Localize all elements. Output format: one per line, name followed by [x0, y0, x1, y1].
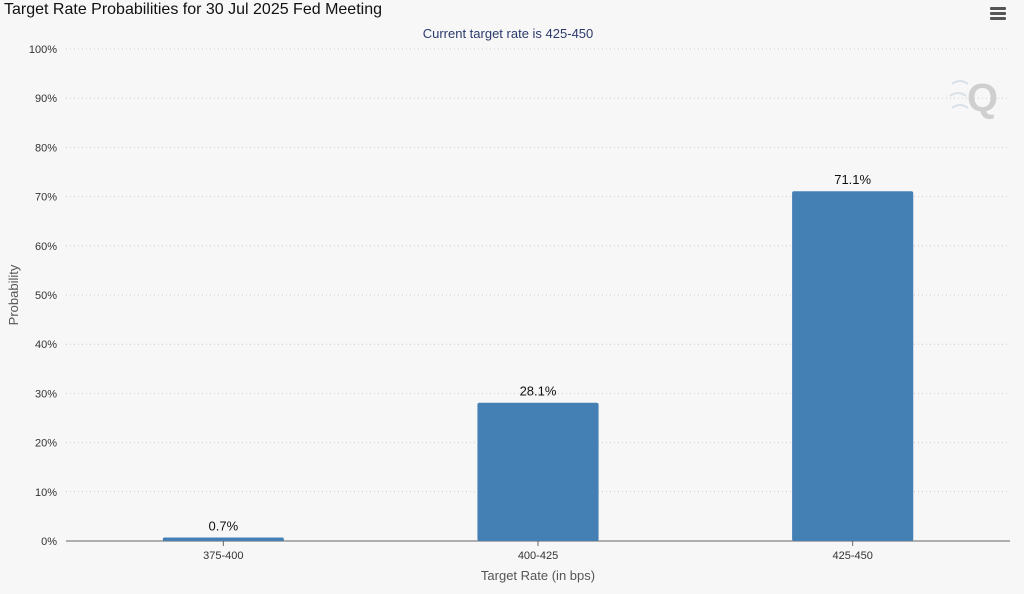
x-tick-label: 400-425: [518, 550, 558, 562]
hamburger-menu-icon[interactable]: [986, 4, 1010, 24]
x-tick-label: 375-400: [203, 550, 243, 562]
data-label: 0.7%: [209, 519, 239, 534]
data-labels: 0.7% 28.1% 71.1%: [209, 172, 872, 533]
y-tick-label: 70%: [35, 192, 57, 204]
data-label: 71.1%: [834, 172, 871, 187]
data-label: 28.1%: [520, 384, 557, 399]
y-tick-label: 40%: [35, 339, 57, 351]
y-axis-title: Probability: [6, 264, 21, 325]
bar-425-450[interactable]: [792, 191, 914, 542]
bar-375-400[interactable]: [162, 537, 284, 541]
y-tick-label: 20%: [35, 438, 57, 450]
x-tick-label: 425-450: [832, 550, 872, 562]
y-tick-label: 50%: [35, 290, 57, 302]
y-tick-label: 80%: [35, 142, 57, 154]
x-axis-title: Target Rate (in bps): [481, 568, 595, 583]
bars: [162, 191, 914, 542]
y-tick-label: 60%: [35, 241, 57, 253]
x-axis-ticks: 375-400 400-425 425-450: [203, 541, 873, 562]
y-tick-label: 30%: [35, 388, 57, 400]
y-tick-label: 0%: [41, 536, 57, 548]
bar-400-425[interactable]: [477, 402, 599, 541]
y-axis-ticks: 0% 10% 20% 30% 40% 50% 60% 70% 80% 90% 100%: [29, 44, 57, 548]
chart-title: Target Rate Probabilities for 30 Jul 202…: [4, 1, 382, 18]
chart-subtitle: Current target rate is 425-450: [423, 26, 594, 41]
y-tick-label: 100%: [29, 44, 57, 56]
y-tick-label: 10%: [35, 487, 57, 499]
y-tick-label: 90%: [35, 93, 57, 105]
